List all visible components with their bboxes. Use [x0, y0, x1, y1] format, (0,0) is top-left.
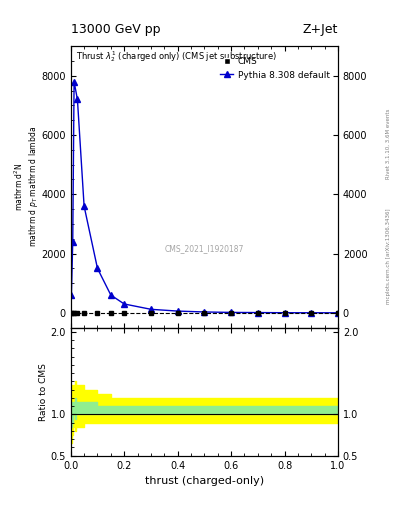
X-axis label: thrust (charged-only): thrust (charged-only)	[145, 476, 264, 486]
Text: Z+Jet: Z+Jet	[303, 23, 338, 36]
Legend: CMS, Pythia 8.308 default: CMS, Pythia 8.308 default	[216, 53, 334, 83]
Text: mcplots.cern.ch [arXiv:1306.3436]: mcplots.cern.ch [arXiv:1306.3436]	[386, 208, 391, 304]
Text: 13000 GeV pp: 13000 GeV pp	[71, 23, 160, 36]
Y-axis label: Ratio to CMS: Ratio to CMS	[39, 362, 48, 421]
Y-axis label: mathrm d$^2$N
mathrm d $p_T$ mathrm d lambda: mathrm d$^2$N mathrm d $p_T$ mathrm d la…	[13, 126, 40, 247]
Text: CMS_2021_I1920187: CMS_2021_I1920187	[165, 244, 244, 253]
Text: Thrust $\lambda_2^1$ (charged only) (CMS jet substructure): Thrust $\lambda_2^1$ (charged only) (CMS…	[76, 49, 277, 64]
Text: Rivet 3.1.10, 3.6M events: Rivet 3.1.10, 3.6M events	[386, 108, 391, 179]
